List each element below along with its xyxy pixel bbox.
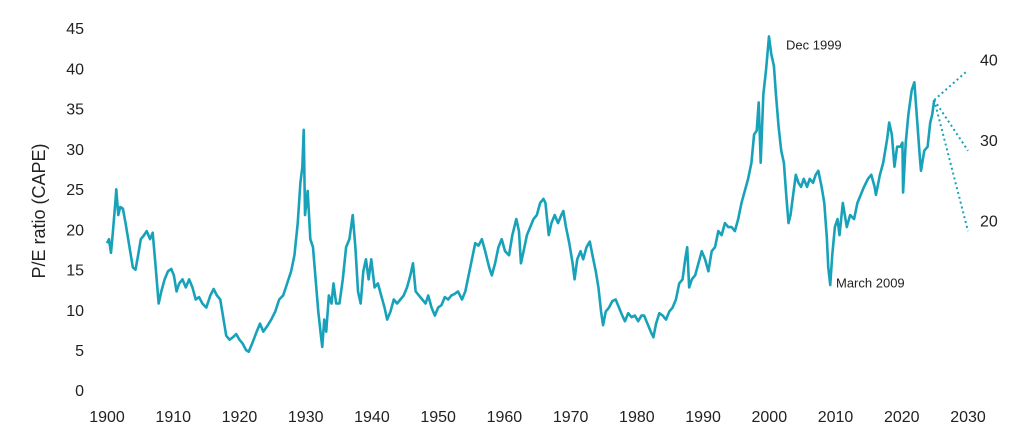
x-tick-label: 1960 [487,409,523,426]
x-tick-label: 1980 [619,409,655,426]
y-tick-label: 5 [75,343,84,360]
x-tick-label: 1930 [288,409,324,426]
projection-line [933,99,969,152]
y-tick-label: 0 [75,383,84,400]
annotation: March 2009 [836,275,905,290]
x-tick-label: 2030 [950,409,986,426]
data-label: 20 [980,213,998,230]
x-tick-label: 2020 [884,409,920,426]
y-tick-label: 35 [66,102,84,119]
projection-line [933,99,969,232]
y-tick-label: 40 [66,61,84,78]
y-axis-label: P/E ratio (CAPE) [29,143,49,278]
x-tick-label: 1900 [89,409,125,426]
y-tick-label: 30 [66,142,84,159]
y-tick-label: 15 [66,263,84,280]
y-tick-label: 45 [66,21,84,38]
data-line [105,35,936,354]
x-tick-label: 1950 [420,409,456,426]
x-tick-label: 1920 [222,409,258,426]
annotation: Dec 1999 [786,37,842,52]
projection-line [933,69,969,101]
x-tick-label: 2000 [752,409,788,426]
y-tick-label: 25 [66,182,84,199]
x-tick-label: 1910 [155,409,191,426]
y-tick-label: 10 [66,303,84,320]
x-tick-label: 1940 [354,409,390,426]
data-label: 30 [980,133,998,150]
x-tick-label: 2010 [818,409,854,426]
x-tick-label: 1970 [553,409,589,426]
x-tick-label: 1990 [685,409,721,426]
y-tick-label: 20 [66,222,84,239]
data-label: 40 [980,52,998,69]
